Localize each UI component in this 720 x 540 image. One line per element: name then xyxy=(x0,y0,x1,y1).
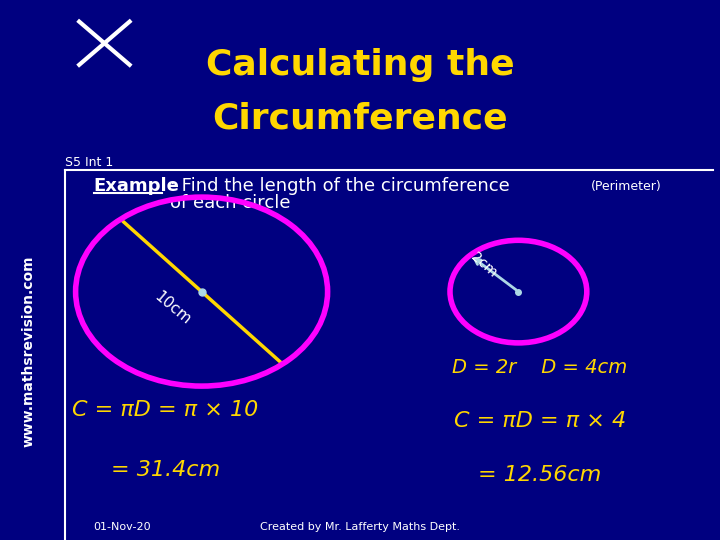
Text: 10cm: 10cm xyxy=(152,288,194,327)
Text: D = 2r    D = 4cm: D = 2r D = 4cm xyxy=(452,357,628,377)
Text: Example: Example xyxy=(94,177,179,195)
Text: Created by Mr. Lafferty Maths Dept.: Created by Mr. Lafferty Maths Dept. xyxy=(260,522,460,531)
Text: 01-Nov-20: 01-Nov-20 xyxy=(94,522,151,531)
Text: Calculating the: Calculating the xyxy=(206,48,514,82)
Text: C = πD = π × 10: C = πD = π × 10 xyxy=(73,400,258,421)
Text: of each circle: of each circle xyxy=(170,193,291,212)
Text: C = πD = π × 4: C = πD = π × 4 xyxy=(454,411,626,431)
Text: 2cm: 2cm xyxy=(467,250,499,281)
Text: S5 Int 1: S5 Int 1 xyxy=(65,156,113,168)
Text: Circumference: Circumference xyxy=(212,102,508,136)
Text: : Find the length of the circumference: : Find the length of the circumference xyxy=(164,177,510,195)
Text: www.mathsrevision.com: www.mathsrevision.com xyxy=(22,255,36,447)
Text: = 31.4cm: = 31.4cm xyxy=(111,460,220,480)
Text: (Perimeter): (Perimeter) xyxy=(590,180,661,193)
Text: = 12.56cm: = 12.56cm xyxy=(478,465,602,485)
